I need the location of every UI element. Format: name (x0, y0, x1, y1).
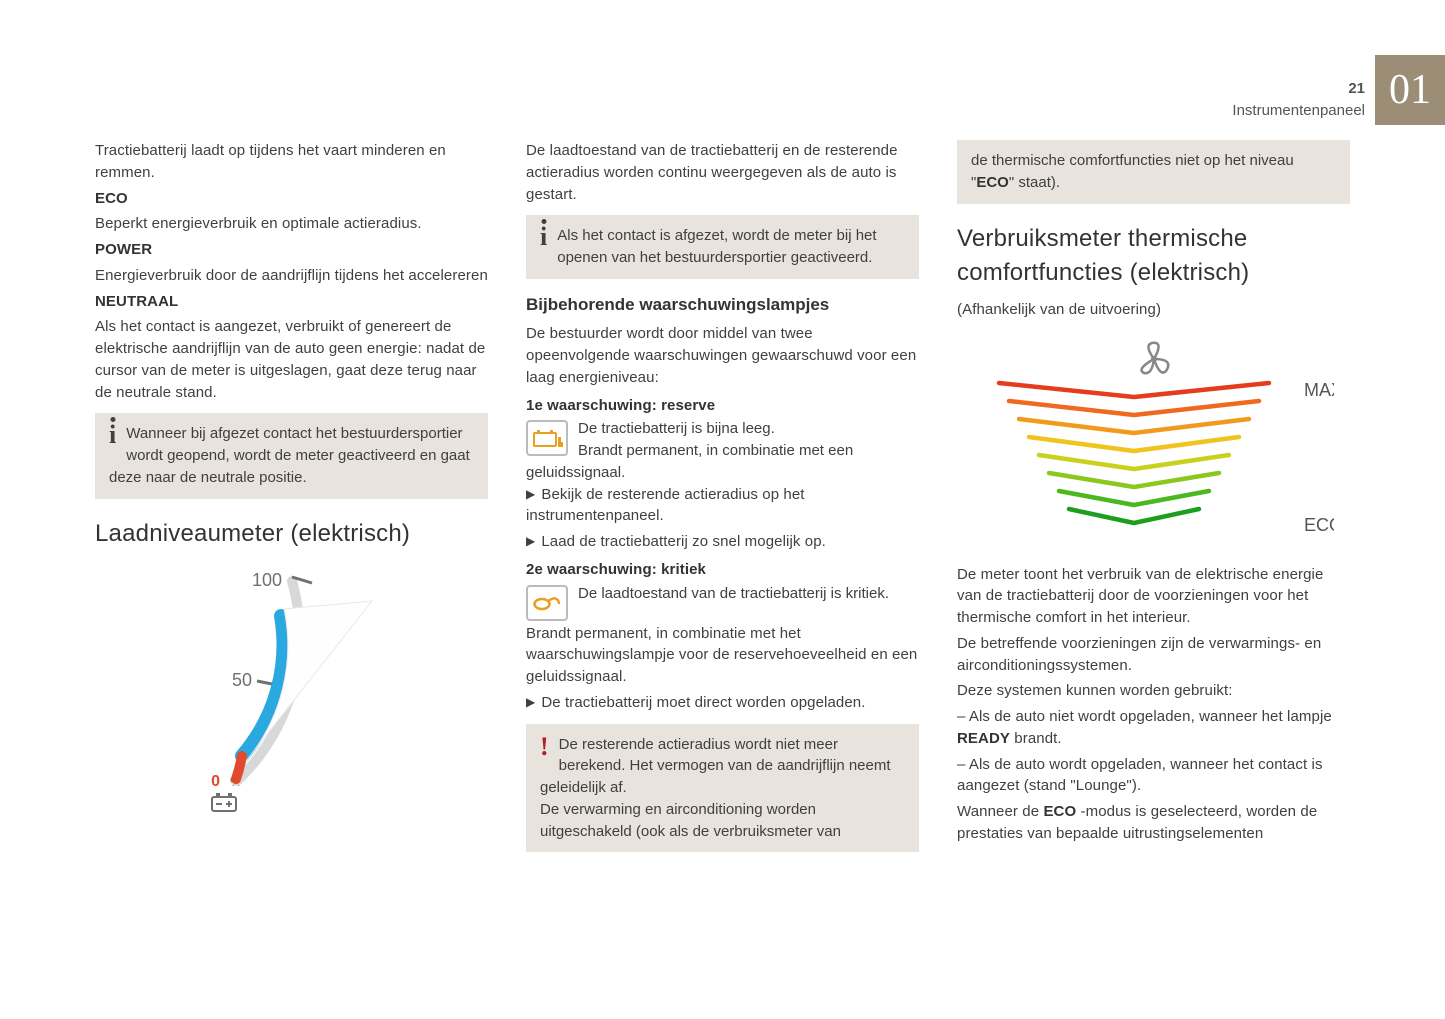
text: Wanneer de (957, 803, 1043, 820)
gauge-label-0: 0 (211, 773, 220, 790)
heading-gauge: Laadniveaumeter (elektrisch) (95, 517, 488, 552)
warning-icon: ! (540, 734, 549, 760)
heading-warnings: Bijbehorende waarschuwingslampjes (526, 293, 919, 318)
chapter-number: 01 (1389, 60, 1431, 121)
charge-gauge-figure: 100 50 0 % (95, 561, 488, 828)
paragraph: De meter toont het verbruik van de elekt… (957, 564, 1350, 629)
content-columns: Tractiebatterij laadt op tijdens het vaa… (95, 140, 1350, 862)
thermal-gauge-svg: MAX ECO (974, 331, 1334, 541)
paragraph: Brandt permanent, in combinatie met het … (526, 623, 919, 688)
gauge-label-50: 50 (231, 670, 251, 690)
info-text: Wanneer bij afgezet contact het bestuurd… (109, 425, 470, 486)
paragraph: Energieverbruik door de aandrijflijn tij… (95, 265, 488, 287)
bullet-text: Laad de tractiebatterij zo snel mogelijk… (541, 533, 826, 550)
warning-text: De resterende actieradius wordt niet mee… (540, 736, 891, 840)
bullet: ▶Bekijk de resterende actieradius op het… (526, 484, 919, 528)
paragraph: Brandt permanent, in combinatie met een … (526, 442, 853, 481)
info-box: i Wanneer bij afgezet contact het bestuu… (95, 413, 488, 498)
label-max: MAX (1304, 380, 1334, 400)
fan-icon (1141, 343, 1168, 373)
warning-box: ! De resterende actieradius wordt niet m… (526, 724, 919, 853)
heading-power: POWER (95, 239, 488, 261)
bullet-text: Bekijk de resterende actieradius op het … (526, 486, 805, 525)
list-item: – Als de auto wordt opgeladen, wanneer h… (957, 754, 1350, 798)
paragraph: De betreffende voorzieningen zijn de ver… (957, 633, 1350, 677)
heading-warning-1: 1e waarschuwing: reserve (526, 395, 919, 417)
paragraph: De tractiebatterij is bijna leeg. (578, 420, 775, 437)
page-number: 21 (1232, 78, 1365, 100)
page-header: 21 Instrumentenpaneel (1232, 78, 1365, 122)
chapter-tab: 01 (1375, 55, 1445, 125)
column-1: Tractiebatterij laadt op tijdens het vaa… (95, 140, 488, 862)
paragraph: De laadtoestand van de tractiebatterij i… (578, 585, 889, 602)
heading-warning-2: 2e waarschuwing: kritiek (526, 559, 919, 581)
charge-gauge-svg: 100 50 0 % (172, 561, 412, 821)
column-3: de thermische comfortfuncties niet op he… (957, 140, 1350, 862)
warning-box-continued: de thermische comfortfuncties niet op he… (957, 140, 1350, 204)
paragraph: Als het contact is aangezet, verbruikt o… (95, 316, 488, 403)
heading-thermal: Verbruiksmeter thermische comfortfunctie… (957, 222, 1350, 292)
paragraph: Beperkt energieverbruik en optimale acti… (95, 213, 488, 235)
text-bold: READY (957, 730, 1010, 747)
text-bold: ECO (1043, 803, 1076, 820)
battery-icon (212, 793, 236, 811)
info-box: i Als het contact is afgezet, wordt de m… (526, 215, 919, 279)
section-label: Instrumentenpaneel (1232, 100, 1365, 122)
paragraph: De laadtoestand van de tractiebatterij e… (526, 140, 919, 205)
heading-eco: ECO (95, 188, 488, 210)
paragraph: Deze systemen kunnen worden gebruikt: (957, 680, 1350, 702)
info-text: Als het contact is afgezet, wordt de met… (557, 227, 876, 266)
battery-critical-icon (526, 585, 568, 621)
gauge-label-100: 100 (251, 570, 281, 590)
bullet: ▶De tractiebatterij moet direct worden o… (526, 692, 919, 714)
bullet-text: De tractiebatterij moet direct worden op… (541, 694, 865, 711)
thermal-gauge-figure: MAX ECO (957, 331, 1350, 548)
paragraph: De bestuurder wordt door middel van twee… (526, 323, 919, 388)
battery-reserve-icon (526, 420, 568, 456)
paragraph: Wanneer de ECO -modus is geselecteerd, w… (957, 801, 1350, 845)
list-item: – Als de auto niet wordt opgeladen, wann… (957, 706, 1350, 750)
text: brandt. (1010, 730, 1062, 747)
text: – Als de auto niet wordt opgeladen, wann… (957, 708, 1332, 725)
heading-neutraal: NEUTRAAL (95, 291, 488, 313)
column-2: De laadtoestand van de tractiebatterij e… (526, 140, 919, 862)
label-eco: ECO (1304, 515, 1334, 535)
paragraph: Tractiebatterij laadt op tijdens het vaa… (95, 140, 488, 184)
warning-text: de thermische comfortfuncties niet op he… (971, 152, 1294, 191)
bullet: ▶Laad de tractiebatterij zo snel mogelij… (526, 531, 919, 553)
subtitle: (Afhankelijk van de uitvoering) (957, 299, 1350, 321)
info-icon: i (540, 225, 547, 248)
info-icon: i (109, 423, 116, 446)
